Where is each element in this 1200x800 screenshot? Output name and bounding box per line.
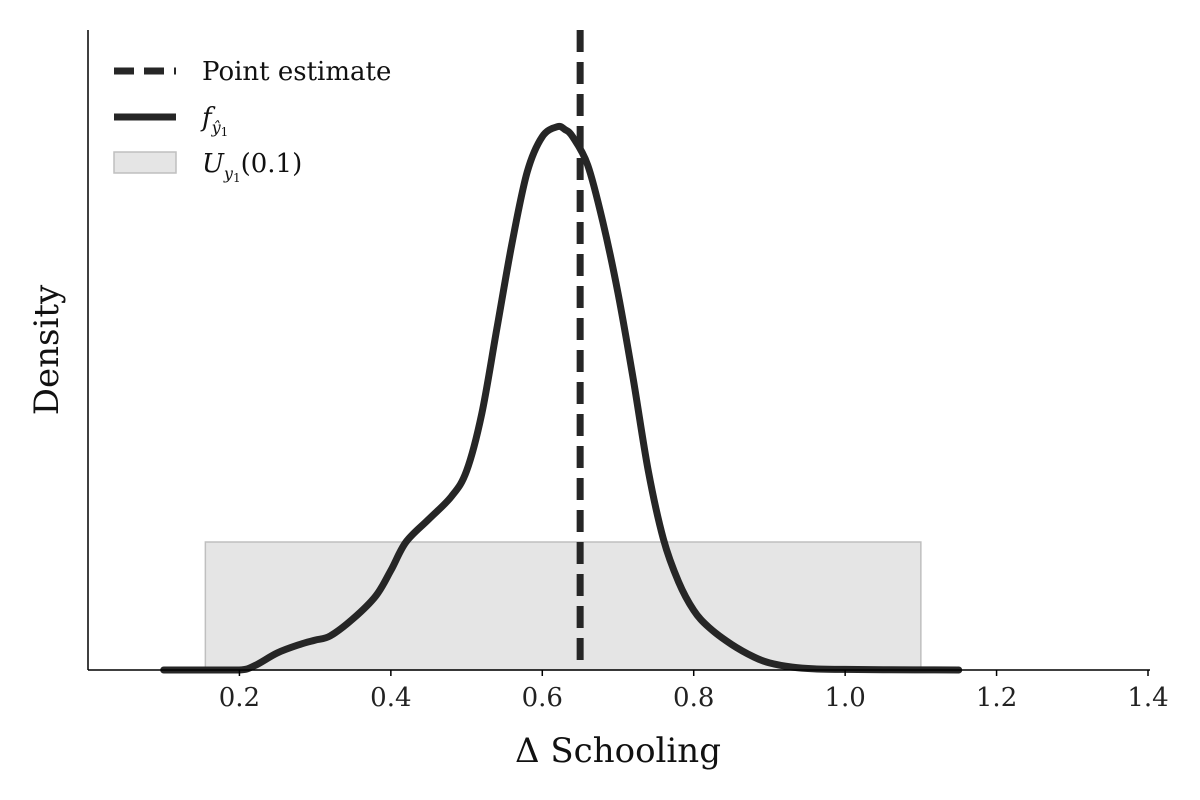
x-tick-label: 0.8 [673,683,714,713]
legend-density-label: fŷ1 [200,103,228,139]
x-axis-ticks: 0.2 0.4 0.6 0.8 1.0 1.2 1.4 [219,670,1169,713]
x-axis-label: Δ Schooling [515,731,721,771]
x-tick-label: 0.6 [522,683,563,713]
x-tick-label: 0.2 [219,683,260,713]
legend-density-subsub: 1 [221,125,229,139]
x-tick-label: 1.2 [976,683,1017,713]
legend-interval-label: Uy1(0.1) [202,149,302,185]
legend-density-sub: ŷ [211,118,222,137]
x-tick-label: 0.4 [370,683,411,713]
legend-interval-swatch [113,151,177,174]
y-axis-label: Density [27,284,67,415]
legend: Point estimate fŷ1 Uy1(0.1) [113,57,391,185]
legend-interval-subsub: 1 [233,171,241,185]
density-curve [160,122,963,674]
legend-interval-tail: (0.1) [241,149,303,179]
interval-band [204,541,922,671]
legend-point-estimate-label: Point estimate [202,57,391,87]
legend-interval-sub: y [223,164,234,183]
x-tick-label: 1.0 [824,683,865,713]
x-tick-label: 1.4 [1127,683,1168,713]
legend-interval-main: U [202,149,225,179]
